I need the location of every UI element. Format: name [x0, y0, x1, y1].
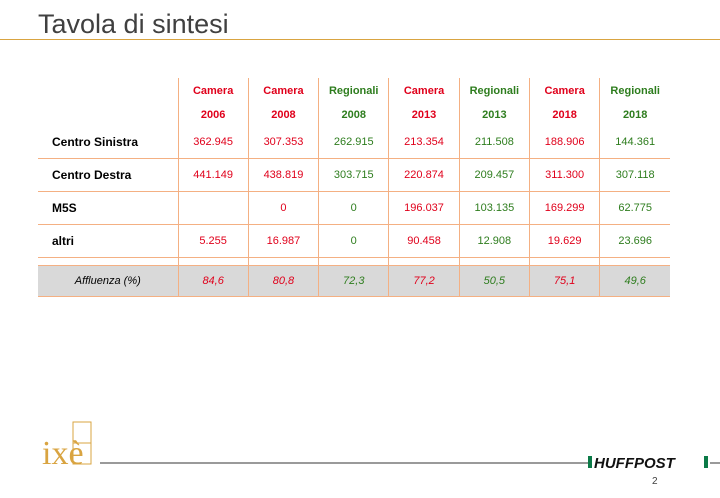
spacer-cell — [318, 257, 389, 266]
huffpost-logo: HUFFPOST — [588, 452, 710, 472]
table-row: altri 5.255 16.987 0 90.458 12.908 19.62… — [38, 224, 671, 258]
table-cell: 362.945 — [177, 126, 249, 159]
table-cell: 311.300 — [528, 158, 600, 192]
col-header-year: 2008 — [247, 104, 319, 126]
table-cell: 16.987 — [247, 224, 319, 258]
spacer-cell — [388, 257, 460, 266]
table-cell: 188.906 — [528, 126, 600, 159]
row-label: M5S — [38, 191, 178, 225]
col-header-year: 2013 — [458, 104, 530, 126]
col-header-type: Regionali — [458, 78, 530, 104]
table-row: Centro Destra 441.149 438.819 303.715 22… — [38, 158, 671, 192]
turnout-label: Affluenza (%) — [38, 265, 178, 297]
table-cell: 211.508 — [458, 126, 530, 159]
header-row-type: Camera Camera Regionali Camera Regionali… — [38, 78, 671, 104]
turnout-cell: 72,3 — [318, 265, 389, 297]
svg-text:ixè: ixè — [42, 435, 84, 472]
spacer-cell — [599, 257, 671, 266]
turnout-cell: 75,1 — [528, 265, 600, 297]
table-cell: 213.354 — [388, 126, 460, 159]
table-cell: 307.353 — [247, 126, 319, 159]
table-cell — [177, 191, 249, 225]
table-cell: 262.915 — [318, 126, 389, 159]
row-label: Centro Destra — [38, 158, 178, 192]
turnout-cell: 80,8 — [247, 265, 319, 297]
table-row: Centro Sinistra 362.945 307.353 262.915 … — [38, 126, 671, 159]
row-label: Centro Sinistra — [38, 126, 178, 159]
table-cell: 0 — [318, 224, 389, 258]
row-label: altri — [38, 224, 178, 258]
header-corner — [38, 104, 178, 126]
turnout-cell: 77,2 — [388, 265, 460, 297]
col-header-type: Regionali — [599, 78, 671, 104]
table-cell: 169.299 — [528, 191, 600, 225]
spacer-cell — [38, 257, 178, 266]
svg-text:HUFFPOST: HUFFPOST — [594, 455, 677, 472]
summary-table: Camera Camera Regionali Camera Regionali… — [38, 78, 671, 297]
table-cell: 438.819 — [247, 158, 319, 192]
col-header-type: Camera — [247, 78, 319, 104]
slide-title: Tavola di sintesi — [38, 9, 229, 39]
spacer-cell — [177, 257, 249, 266]
page-number: 2 — [652, 476, 658, 487]
turnout-row: Affluenza (%) 84,6 80,8 72,3 77,2 50,5 7… — [38, 265, 671, 297]
col-header-year: 2018 — [528, 104, 600, 126]
header-corner — [38, 78, 178, 104]
header-row-year: 2006 2008 2008 2013 2013 2018 2018 — [38, 104, 671, 126]
ixe-logo: ixè — [42, 421, 92, 472]
col-header-year: 2018 — [599, 104, 671, 126]
col-header-type: Camera — [177, 78, 249, 104]
spacer-cell — [528, 257, 600, 266]
table-cell: 0 — [247, 191, 319, 225]
table-cell: 12.908 — [458, 224, 530, 258]
col-header-year: 2013 — [388, 104, 460, 126]
table-cell: 303.715 — [318, 158, 389, 192]
table-cell: 220.874 — [388, 158, 460, 192]
col-header-type: Camera — [388, 78, 460, 104]
spacer-cell — [458, 257, 530, 266]
turnout-cell: 50,5 — [458, 265, 530, 297]
footer-divider — [100, 462, 720, 464]
turnout-cell: 49,6 — [599, 265, 671, 297]
col-header-type: Regionali — [318, 78, 389, 104]
table-cell: 103.135 — [458, 191, 530, 225]
col-header-year: 2006 — [177, 104, 249, 126]
spacer-cell — [247, 257, 319, 266]
col-header-type: Camera — [528, 78, 600, 104]
table-cell: 90.458 — [388, 224, 460, 258]
spacer-row — [38, 257, 671, 266]
table-cell: 19.629 — [528, 224, 600, 258]
table-cell: 5.255 — [177, 224, 249, 258]
table-cell: 441.149 — [177, 158, 249, 192]
turnout-cell: 84,6 — [177, 265, 249, 297]
table-cell: 144.361 — [599, 126, 671, 159]
title-divider — [0, 39, 720, 40]
table-cell: 62.775 — [599, 191, 671, 225]
table-row: M5S 0 0 196.037 103.135 169.299 62.775 — [38, 191, 671, 225]
col-header-year: 2008 — [318, 104, 389, 126]
table-cell: 23.696 — [599, 224, 671, 258]
table-cell: 0 — [318, 191, 389, 225]
table-cell: 209.457 — [458, 158, 530, 192]
table-cell: 196.037 — [388, 191, 460, 225]
table-cell: 307.118 — [599, 158, 671, 192]
